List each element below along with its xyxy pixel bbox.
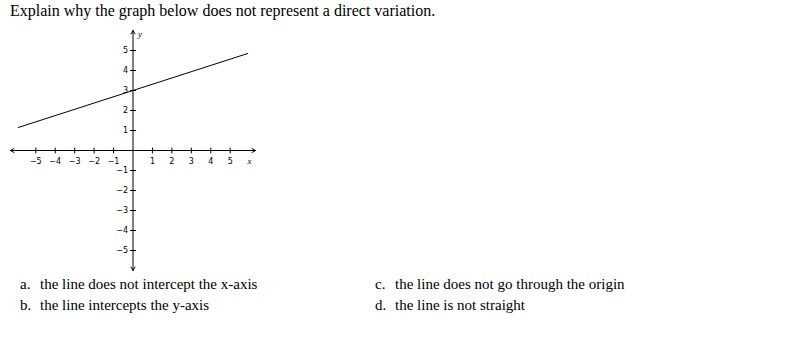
svg-text:x: x	[247, 156, 252, 166]
svg-text:−2: −2	[88, 157, 100, 166]
svg-text:4: 4	[123, 66, 128, 75]
html-text:b.: b.	[20, 297, 32, 313]
svg-text:−3: −3	[69, 157, 81, 166]
svg-text:4: 4	[208, 157, 213, 166]
svg-text:y: y	[137, 29, 142, 39]
svg-text:1: 1	[123, 126, 128, 135]
svg-text:1: 1	[150, 157, 155, 166]
svg-text:3: 3	[189, 157, 194, 166]
svg-text:−5: −5	[116, 246, 128, 255]
html-text:the line intercepts the y-axis: the line intercepts the y-axis	[40, 297, 210, 313]
html-text:a.: a.	[20, 276, 31, 292]
html-text:the line does not intercept th: the line does not intercept the x-axis	[40, 276, 258, 292]
html-text:the line is not straight: the line is not straight	[395, 297, 525, 313]
svg-text:5: 5	[228, 157, 233, 166]
svg-text:3: 3	[122, 86, 128, 96]
html-text:Explain why the graph below do: Explain why the graph below does not rep…	[10, 2, 436, 19]
svg-text:−4: −4	[49, 157, 61, 166]
svg-text:5: 5	[123, 46, 128, 55]
svg-text:−1: −1	[108, 157, 120, 166]
svg-text:−4: −4	[116, 226, 128, 235]
svg-text:2: 2	[169, 157, 174, 166]
html-text:d.: d.	[375, 297, 387, 313]
svg-text:−1: −1	[116, 166, 128, 175]
svg-text:−3: −3	[116, 206, 128, 215]
svg-text:2: 2	[123, 106, 128, 115]
svg-text:−2: −2	[116, 186, 128, 195]
svg-text:−5: −5	[30, 157, 42, 166]
html-text:the line does not go through t: the line does not go through the origin	[395, 276, 625, 292]
html-text:c.: c.	[375, 276, 386, 292]
